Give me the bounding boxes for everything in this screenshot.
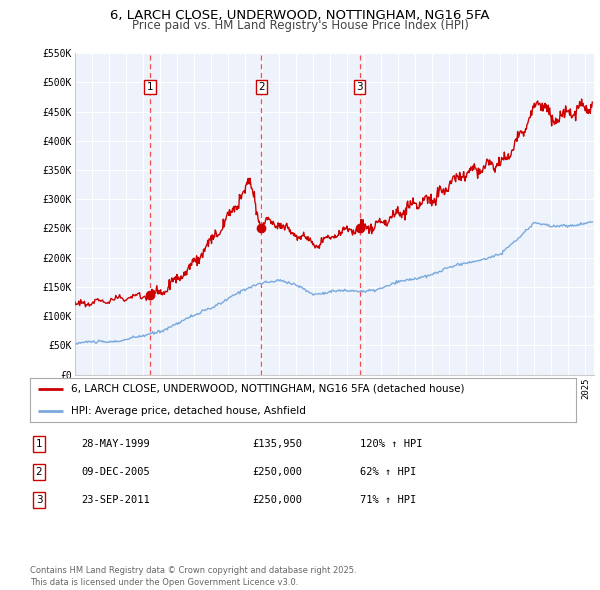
Text: 2: 2 [35,467,43,477]
Text: Contains HM Land Registry data © Crown copyright and database right 2025.
This d: Contains HM Land Registry data © Crown c… [30,566,356,587]
Text: 09-DEC-2005: 09-DEC-2005 [81,467,150,477]
Text: 62% ↑ HPI: 62% ↑ HPI [360,467,416,477]
Text: 1: 1 [147,82,154,92]
Text: 71% ↑ HPI: 71% ↑ HPI [360,496,416,505]
Text: 1: 1 [35,439,43,448]
Text: £250,000: £250,000 [252,496,302,505]
Text: 3: 3 [35,496,43,505]
Text: £135,950: £135,950 [252,439,302,448]
Text: 28-MAY-1999: 28-MAY-1999 [81,439,150,448]
Text: 2: 2 [258,82,265,92]
Text: Price paid vs. HM Land Registry's House Price Index (HPI): Price paid vs. HM Land Registry's House … [131,19,469,32]
Text: £250,000: £250,000 [252,467,302,477]
Text: 120% ↑ HPI: 120% ↑ HPI [360,439,422,448]
Text: 23-SEP-2011: 23-SEP-2011 [81,496,150,505]
Text: 3: 3 [356,82,363,92]
Text: HPI: Average price, detached house, Ashfield: HPI: Average price, detached house, Ashf… [71,406,306,416]
Text: 6, LARCH CLOSE, UNDERWOOD, NOTTINGHAM, NG16 5FA (detached house): 6, LARCH CLOSE, UNDERWOOD, NOTTINGHAM, N… [71,384,464,394]
Text: 6, LARCH CLOSE, UNDERWOOD, NOTTINGHAM, NG16 5FA: 6, LARCH CLOSE, UNDERWOOD, NOTTINGHAM, N… [110,9,490,22]
